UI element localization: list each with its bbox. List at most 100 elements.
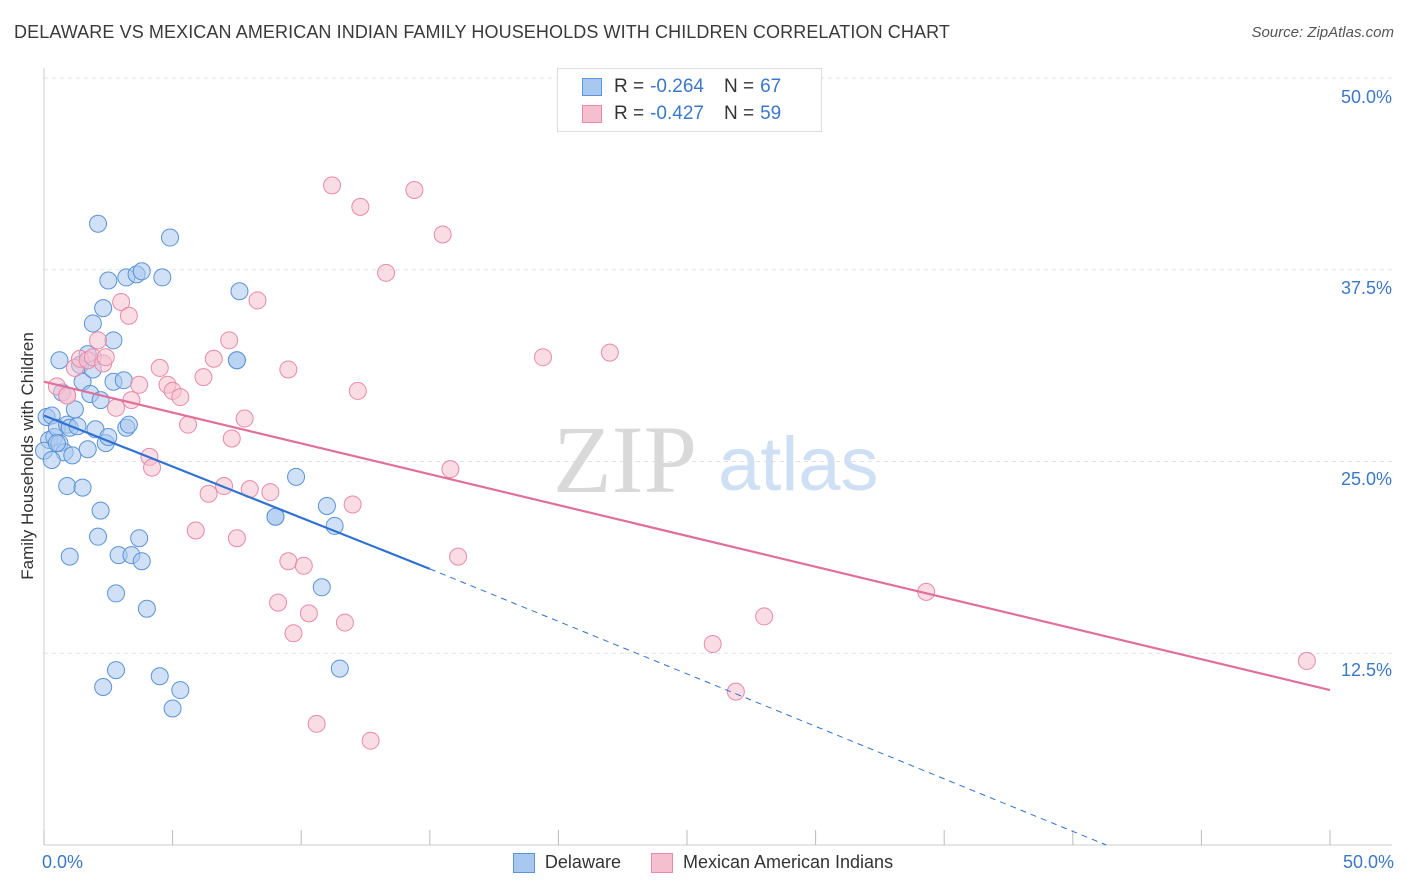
series-label-mexican-american-indians: Mexican American Indians xyxy=(682,852,894,872)
point-1-22 xyxy=(194,368,213,387)
point-1-38 xyxy=(299,604,318,623)
point-0-53 xyxy=(42,450,61,469)
y-tick-label-50: 50.0% xyxy=(1340,87,1392,107)
trend-line-0 xyxy=(43,414,431,570)
delaware-points xyxy=(35,214,349,718)
legend-row-mexican-american-indians: R = -0.427 N = 59 xyxy=(582,102,781,126)
point-0-19 xyxy=(78,440,97,459)
y-tick-label-25: 25.0% xyxy=(1340,469,1392,489)
point-0-65 xyxy=(227,351,246,370)
legend-swatch-mexican-american-indians xyxy=(582,105,602,123)
trend-line-extension-0 xyxy=(429,568,1107,846)
point-1-8 xyxy=(96,348,115,367)
trend-line-1 xyxy=(43,380,1331,692)
point-0-41 xyxy=(119,415,138,434)
point-0-50 xyxy=(163,699,182,718)
x-tick-label-max: 50.0% xyxy=(1342,852,1394,872)
point-0-36 xyxy=(104,331,123,350)
legend-row-delaware: R = -0.264 N = 67 xyxy=(582,75,781,99)
point-1-6 xyxy=(89,331,108,350)
point-1-36 xyxy=(284,624,303,643)
point-0-55 xyxy=(130,529,149,548)
y-axis-label: Family Households with Children xyxy=(18,332,37,580)
point-0-38 xyxy=(114,371,133,390)
point-0-30 xyxy=(99,271,118,290)
point-1-28 xyxy=(227,529,246,548)
legend-n-label: N = xyxy=(723,103,755,124)
point-0-63 xyxy=(330,659,349,678)
point-1-10 xyxy=(112,292,131,311)
point-1-13 xyxy=(130,375,149,394)
point-0-47 xyxy=(150,667,169,686)
legend-r-value: -0.427 xyxy=(650,103,704,124)
point-1-51 xyxy=(533,348,552,367)
point-1-45 xyxy=(361,731,380,750)
point-0-10 xyxy=(58,477,77,496)
point-0-34 xyxy=(107,584,126,603)
series-swatch-mexican-american-indians xyxy=(650,852,673,873)
point-1-21 xyxy=(186,521,205,540)
point-1-11 xyxy=(119,306,138,325)
point-1-27 xyxy=(222,429,241,448)
point-0-51 xyxy=(171,681,190,700)
series-legend-delaware[interactable]: Delaware xyxy=(512,852,621,873)
legend-r-value: -0.264 xyxy=(650,76,704,97)
point-1-26 xyxy=(220,331,239,350)
point-0-56 xyxy=(89,214,108,233)
point-0-13 xyxy=(63,446,82,465)
point-0-45 xyxy=(132,552,151,571)
point-0-60 xyxy=(287,467,306,486)
point-1-34 xyxy=(279,552,298,571)
point-0-54 xyxy=(47,434,66,453)
series-swatch-delaware xyxy=(512,852,535,873)
point-1-49 xyxy=(441,460,460,479)
point-0-6 xyxy=(50,351,69,370)
point-0-61 xyxy=(317,496,336,515)
point-0-27 xyxy=(91,501,110,520)
point-0-48 xyxy=(153,268,172,287)
point-1-37 xyxy=(294,556,313,575)
trend-lines xyxy=(43,380,1331,846)
point-0-18 xyxy=(73,478,92,497)
point-0-11 xyxy=(60,547,79,566)
point-0-29 xyxy=(94,299,113,318)
y-tick-label-37-5: 37.5% xyxy=(1340,278,1392,298)
legend-r-label: R = xyxy=(614,76,645,97)
point-0-57 xyxy=(230,282,249,301)
point-1-55 xyxy=(755,607,774,626)
point-1-57 xyxy=(1297,651,1316,670)
point-1-44 xyxy=(351,197,370,216)
y-tick-label-12-5: 12.5% xyxy=(1340,660,1392,680)
legend-n-value: 67 xyxy=(760,76,782,97)
point-1-50 xyxy=(449,547,468,566)
point-1-31 xyxy=(248,291,267,310)
point-1-48 xyxy=(433,225,452,244)
point-1-41 xyxy=(335,613,354,632)
legend-r-label: R = xyxy=(614,103,645,124)
point-1-46 xyxy=(377,263,396,282)
point-0-49 xyxy=(161,228,180,247)
point-1-9 xyxy=(107,398,126,417)
point-1-32 xyxy=(261,483,280,502)
correlation-legend: R = -0.264 N = 67 R = -0.427 N = 59 xyxy=(557,68,822,132)
series-legend: Delaware Mexican American Indians xyxy=(0,852,1406,873)
point-0-35 xyxy=(107,661,126,680)
point-1-29 xyxy=(235,409,254,428)
point-0-44 xyxy=(132,262,151,281)
point-1-24 xyxy=(204,349,223,368)
point-0-25 xyxy=(89,527,108,546)
legend-n-label: N = xyxy=(723,76,755,97)
x-tick-label-min: 0.0% xyxy=(42,852,84,872)
watermark-zip: ZIP xyxy=(553,406,697,513)
point-1-19 xyxy=(171,388,190,407)
point-1-43 xyxy=(348,381,367,400)
watermark-atlas: atlas xyxy=(718,422,879,507)
point-1-53 xyxy=(703,635,722,654)
point-1-47 xyxy=(405,180,424,199)
source-label: Source: ZipAtlas.com xyxy=(1251,24,1394,41)
point-1-12 xyxy=(122,391,141,410)
series-legend-mexican-american-indians[interactable]: Mexican American Indians xyxy=(650,852,894,873)
grid-lines xyxy=(44,77,1392,654)
point-1-39 xyxy=(307,714,326,733)
